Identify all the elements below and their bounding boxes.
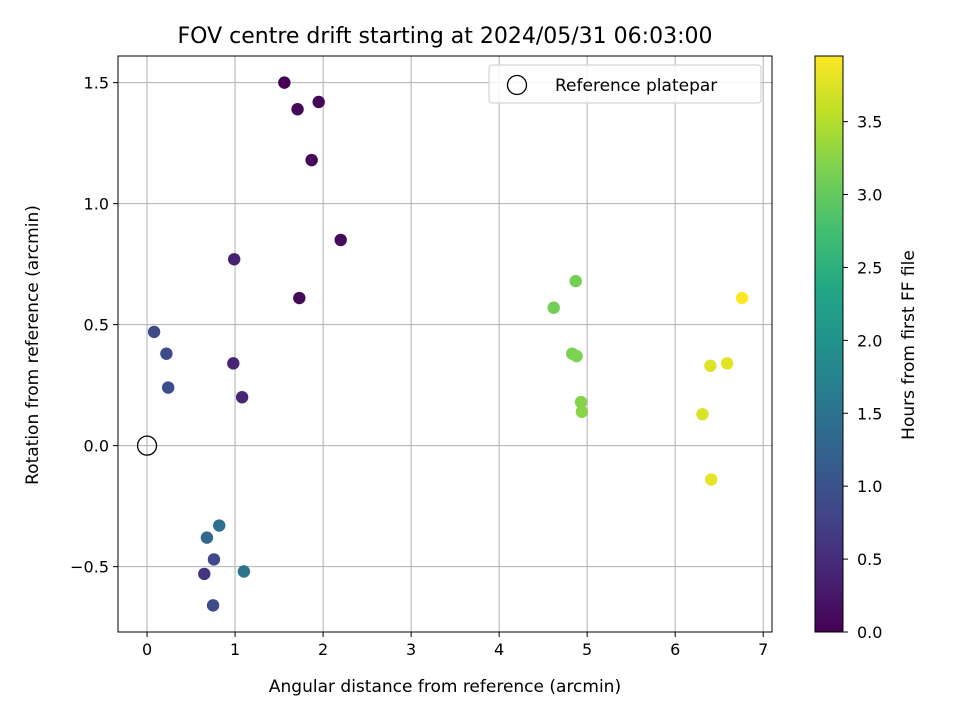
colorbar-tick-label: 3.5: [857, 113, 882, 132]
data-point: [213, 519, 226, 532]
y-tick-label: 0.0: [84, 437, 109, 456]
reference-platepar-marker: [136, 435, 158, 456]
colorbar-tick-label: 0.5: [857, 550, 882, 569]
data-point: [207, 553, 221, 566]
data-point: [704, 359, 717, 372]
data-point: [206, 599, 220, 612]
y-tick-label: −0.5: [70, 558, 109, 577]
colorbar-gradient: [815, 56, 843, 632]
data-point: [334, 233, 347, 247]
data-point: [291, 103, 304, 116]
colorbar-tick-label: 2.0: [857, 331, 882, 350]
x-tick-label: 3: [406, 640, 416, 659]
data-point: [735, 291, 749, 305]
colorbar: 0.0 0.5 1.0 1.5 2.0 2.5 3.0 3.5: [814, 55, 882, 642]
y-tick-label: 1.0: [84, 195, 109, 214]
x-tick-label: 5: [582, 640, 592, 659]
legend-marker: [506, 74, 528, 96]
colorbar-tick-label: 0.0: [857, 623, 882, 642]
colorbar-frame: [814, 55, 844, 633]
data-point: [160, 347, 173, 360]
data-point: [696, 407, 709, 421]
x-tick-label: 1: [230, 640, 240, 659]
colorbar-label: Hours from first FF file: [899, 250, 919, 440]
colorbar-tick-label: 1.5: [857, 404, 882, 423]
y-axis-label: Rotation from reference (arcmin): [23, 205, 43, 485]
data-point: [227, 357, 240, 370]
data-point: [569, 274, 582, 288]
x-axis-label: Angular distance from reference (arcmin): [269, 677, 621, 697]
data-point: [200, 531, 214, 544]
data-point: [312, 95, 325, 109]
y-tick-label: 0.5: [84, 316, 109, 335]
data-point: [547, 301, 560, 314]
data-point: [161, 381, 175, 394]
x-tick-label: 0: [142, 640, 152, 659]
data-point: [570, 349, 583, 363]
legend-label: Reference platepar: [555, 76, 717, 96]
data-point: [293, 291, 306, 305]
x-tick-label: 2: [318, 640, 328, 659]
data-point: [574, 395, 588, 409]
data-point: [147, 325, 161, 339]
plot-area: 0 1 2 3 4 5 6 7 −0.5 0.0 0.5 1.0 1.5: [70, 55, 773, 659]
data-point: [278, 76, 291, 89]
colorbar-tick-label: 3.0: [857, 186, 882, 205]
data-point: [227, 253, 241, 266]
chart-title: FOV centre drift starting at 2024/05/31 …: [178, 24, 713, 49]
data-point: [305, 153, 318, 167]
data-point: [705, 473, 718, 486]
y-tick-label: 1.5: [84, 74, 109, 93]
data-point: [237, 565, 251, 578]
data-point: [198, 567, 211, 581]
legend-box: [488, 64, 762, 104]
data-point: [720, 357, 734, 370]
data-point: [575, 405, 589, 418]
data-point: [235, 391, 249, 404]
legend: Reference platepar: [488, 64, 762, 104]
x-tick-label: 4: [494, 640, 504, 659]
x-tick-label: 7: [758, 640, 768, 659]
axes-frame: [117, 55, 773, 633]
colorbar-tick-label: 1.0: [857, 477, 882, 496]
x-tick-label: 6: [670, 640, 680, 659]
colorbar-tick-label: 2.5: [857, 258, 882, 277]
